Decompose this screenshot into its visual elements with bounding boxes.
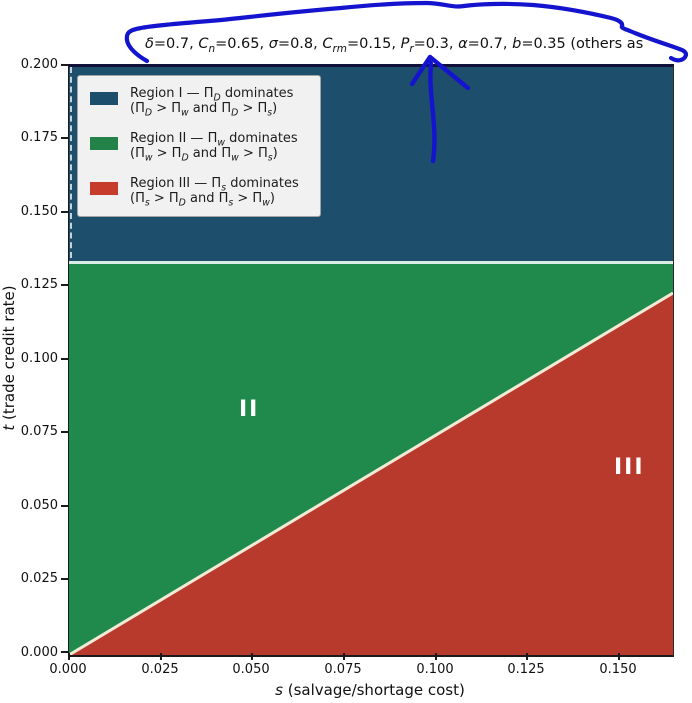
y-tick-label: 0.125 — [20, 277, 58, 292]
y-tick-mark — [61, 505, 68, 507]
x-tick-label: 0.150 — [599, 662, 637, 677]
legend-region-III-line1: Region III — Πs dominates — [130, 176, 299, 194]
x-tick-mark — [68, 653, 70, 660]
x-tick-label: 0.100 — [416, 662, 454, 677]
x-tick-mark — [251, 653, 253, 660]
x-tick-label: 0.025 — [141, 662, 179, 677]
legend-swatch-blue — [90, 92, 118, 105]
x-tick-mark — [160, 653, 162, 660]
x-tick-mark — [618, 653, 620, 660]
y-tick-label: 0.050 — [20, 498, 58, 513]
x-tick-label: 0.000 — [49, 662, 87, 677]
x-axis-label: s (salvage/shortage cost) — [275, 681, 465, 699]
region-II-label: II — [239, 397, 260, 422]
region-III-area — [69, 291, 673, 655]
x-tick-mark — [526, 653, 528, 660]
legend-swatch-red — [90, 182, 118, 196]
y-tick-label: 0.175 — [20, 130, 58, 145]
x-tick-label: 0.125 — [507, 662, 545, 677]
y-tick-label: 0.200 — [20, 57, 58, 72]
y-tick-label: 0.100 — [20, 351, 58, 366]
legend-region-II-line2: (Πw > ΠD and Πw > Πs) — [130, 146, 278, 164]
legend-region-I-line2: (ΠD > Πw and ΠD > Πs) — [130, 101, 278, 119]
x-tick-label: 0.075 — [324, 662, 362, 677]
chart-title: δ=0.7, Cn=0.65, σ=0.8, Crm=0.15, Pr=0.3,… — [145, 36, 644, 55]
legend: Region I — ΠD dominates (ΠD > Πw and ΠD … — [77, 75, 321, 218]
region-II-III-boundary-line — [69, 291, 673, 655]
x-tick-mark — [435, 653, 437, 660]
region-III-label: III — [614, 455, 645, 480]
legend-region-II-line1: Region II — Πw dominates — [130, 131, 298, 149]
legend-entry-region-III: Region III — Πs dominates (Πs > ΠD and Π… — [88, 176, 310, 209]
y-tick-label: 0.000 — [20, 645, 58, 660]
y-tick-mark — [61, 137, 68, 139]
x-tick-label: 0.050 — [232, 662, 270, 677]
legend-region-III-line2: (Πs > ΠD and Πs > Πw) — [130, 191, 275, 209]
legend-entry-region-II: Region II — Πw dominates (Πw > ΠD and Πw… — [88, 131, 310, 164]
dashed-boundary-s0 — [70, 67, 72, 258]
y-tick-mark — [61, 64, 68, 66]
y-tick-label: 0.150 — [20, 204, 58, 219]
legend-region-I-line1: Region I — ΠD dominates — [130, 86, 294, 104]
legend-swatch-green — [90, 137, 118, 151]
x-tick-mark — [343, 653, 345, 660]
plot-area: II III Region I — ΠD dominates (ΠD > Πw … — [68, 64, 674, 657]
y-tick-mark — [61, 651, 68, 653]
y-tick-label: 0.075 — [20, 424, 58, 439]
y-tick-mark — [61, 431, 68, 433]
y-tick-mark — [61, 284, 68, 286]
y-tick-label: 0.025 — [20, 571, 58, 586]
y-tick-mark — [61, 358, 68, 360]
y-tick-mark — [61, 211, 68, 213]
legend-entry-region-I: Region I — ΠD dominates (ΠD > Πw and ΠD … — [88, 86, 310, 119]
y-tick-mark — [61, 578, 68, 580]
